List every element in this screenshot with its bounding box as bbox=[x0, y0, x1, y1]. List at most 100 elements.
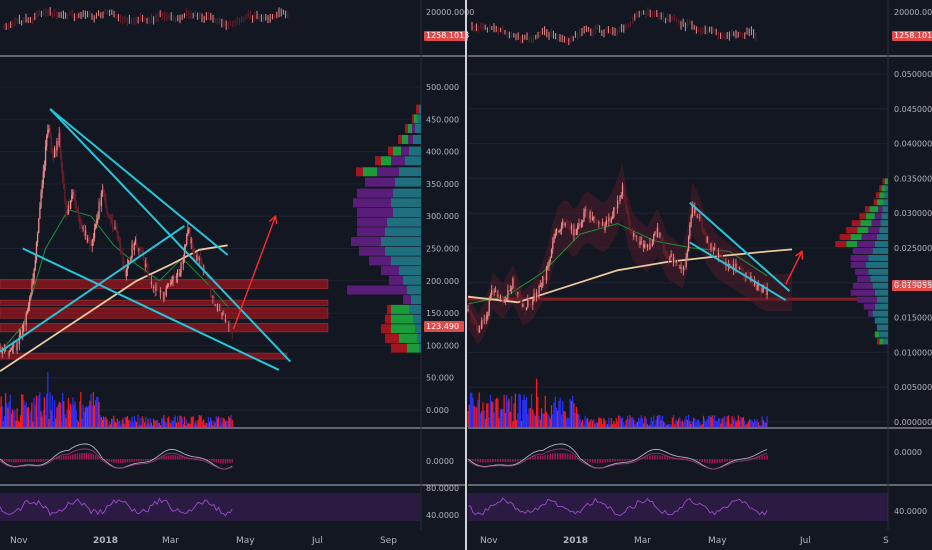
candle-body bbox=[24, 322, 26, 326]
y-tick-label: 0.025000 bbox=[894, 244, 932, 253]
volume-bar bbox=[222, 417, 224, 427]
volume-bar bbox=[113, 415, 115, 427]
volume-bar bbox=[57, 404, 59, 427]
macd-histogram-bar bbox=[222, 459, 224, 464]
macd-histogram-bar bbox=[512, 459, 514, 462]
volume-bar bbox=[156, 420, 158, 427]
candle-body bbox=[229, 324, 231, 327]
candle-body bbox=[178, 269, 180, 277]
macd-histogram-bar bbox=[532, 456, 534, 460]
candle-body bbox=[48, 128, 50, 131]
rsi-line bbox=[468, 497, 768, 517]
candle-body bbox=[624, 196, 626, 203]
volume-profile-bar-green bbox=[363, 167, 377, 177]
volume-profile-bar-purple bbox=[408, 134, 413, 144]
candle-body bbox=[17, 341, 19, 344]
macd-histogram-bar bbox=[708, 459, 711, 464]
macd-histogram-bar bbox=[42, 459, 45, 462]
macd-histogram-bar bbox=[8, 459, 10, 463]
macd-histogram-bar bbox=[599, 459, 601, 464]
volume-bar bbox=[100, 417, 102, 427]
volume-bar bbox=[711, 415, 713, 427]
volume-profile-bar-teal bbox=[409, 304, 421, 314]
candle-body bbox=[535, 292, 538, 298]
macd-histogram-bar bbox=[621, 459, 624, 461]
left-chart-panel[interactable]: 20000.0000 1258.1013 123.490 500.000 450.000… bbox=[0, 0, 474, 546]
volume-bar bbox=[51, 395, 53, 427]
candle-body bbox=[549, 257, 551, 262]
volume-profile-bar-red bbox=[385, 314, 391, 324]
candle-body bbox=[670, 253, 672, 258]
resistance-zone bbox=[0, 323, 329, 333]
volume-bar bbox=[141, 416, 143, 427]
volume-profile-bar-teal bbox=[884, 192, 888, 199]
macd-histogram-bar bbox=[494, 459, 497, 462]
volume-bar bbox=[34, 405, 36, 427]
volume-bar bbox=[598, 417, 600, 427]
candle-body bbox=[545, 266, 548, 281]
candle-body bbox=[103, 189, 105, 193]
candle-body bbox=[589, 211, 591, 219]
candle-body bbox=[137, 247, 139, 250]
volume-bar bbox=[503, 394, 505, 427]
candle-body bbox=[584, 209, 586, 213]
volume-bar bbox=[109, 424, 112, 427]
volume-bar bbox=[8, 401, 10, 427]
volume-profile-bar-teal bbox=[385, 246, 421, 256]
macd-histogram-bar bbox=[576, 457, 579, 460]
macd-signal-line bbox=[0, 448, 233, 470]
candle-body bbox=[121, 252, 123, 254]
volume-bar bbox=[489, 394, 492, 427]
candle-body bbox=[109, 218, 112, 220]
candle-body bbox=[620, 195, 622, 197]
right-chart-panel[interactable]: 20000.0000 1258.1013 0.019055 0.050000 0.045… bbox=[467, 0, 932, 546]
candle-body bbox=[508, 289, 510, 292]
volume-bar bbox=[663, 421, 665, 427]
volume-profile-bar-teal bbox=[405, 156, 421, 166]
y-tick-label: 0.020000 bbox=[894, 279, 932, 288]
volume-bar bbox=[697, 419, 700, 427]
candle-body bbox=[60, 152, 63, 169]
candle-body bbox=[691, 204, 694, 217]
candle-body bbox=[520, 299, 523, 308]
volume-bar bbox=[746, 423, 748, 427]
volume-bar bbox=[579, 418, 581, 427]
volume-bar bbox=[92, 392, 94, 427]
candle-body bbox=[158, 290, 161, 293]
macd-histogram-bar bbox=[149, 459, 152, 461]
macd-histogram-bar bbox=[589, 459, 591, 463]
volume-profile-bar-teal bbox=[417, 114, 421, 124]
candle-body bbox=[101, 189, 104, 194]
macd-histogram-bar bbox=[119, 459, 122, 464]
candle-body bbox=[55, 147, 57, 151]
volume-bar bbox=[527, 414, 529, 427]
volume-bar bbox=[501, 408, 503, 427]
volume-profile-bar-teal bbox=[381, 237, 421, 247]
candle-body bbox=[19, 331, 22, 336]
macd-histogram-bar bbox=[566, 453, 569, 460]
candle-body bbox=[27, 305, 30, 312]
volume-profile-bar-teal bbox=[882, 206, 888, 213]
candle-body bbox=[488, 300, 490, 312]
macd-histogram-bar bbox=[26, 459, 29, 462]
trendline bbox=[689, 202, 791, 292]
volume-profile-bar-red bbox=[873, 199, 877, 206]
candle-body bbox=[59, 133, 62, 153]
candle-body bbox=[204, 268, 206, 272]
macd-histogram-bar bbox=[85, 452, 88, 460]
candle-body bbox=[534, 293, 536, 298]
y-tick-label: 50.000 bbox=[426, 374, 454, 383]
volume-bar bbox=[609, 424, 611, 427]
volume-bar bbox=[82, 404, 84, 427]
candle-body bbox=[555, 228, 558, 234]
macd-histogram-bar bbox=[76, 453, 79, 460]
volume-profile-bar-teal bbox=[874, 303, 888, 310]
volume-bar bbox=[737, 415, 740, 427]
macd-histogram-bar bbox=[138, 459, 140, 462]
volume-bar bbox=[699, 422, 701, 427]
candle-body bbox=[609, 217, 611, 223]
volume-bar bbox=[613, 420, 615, 427]
volume-bar bbox=[181, 417, 183, 427]
candle-body bbox=[67, 205, 70, 215]
volume-bar bbox=[84, 407, 86, 427]
